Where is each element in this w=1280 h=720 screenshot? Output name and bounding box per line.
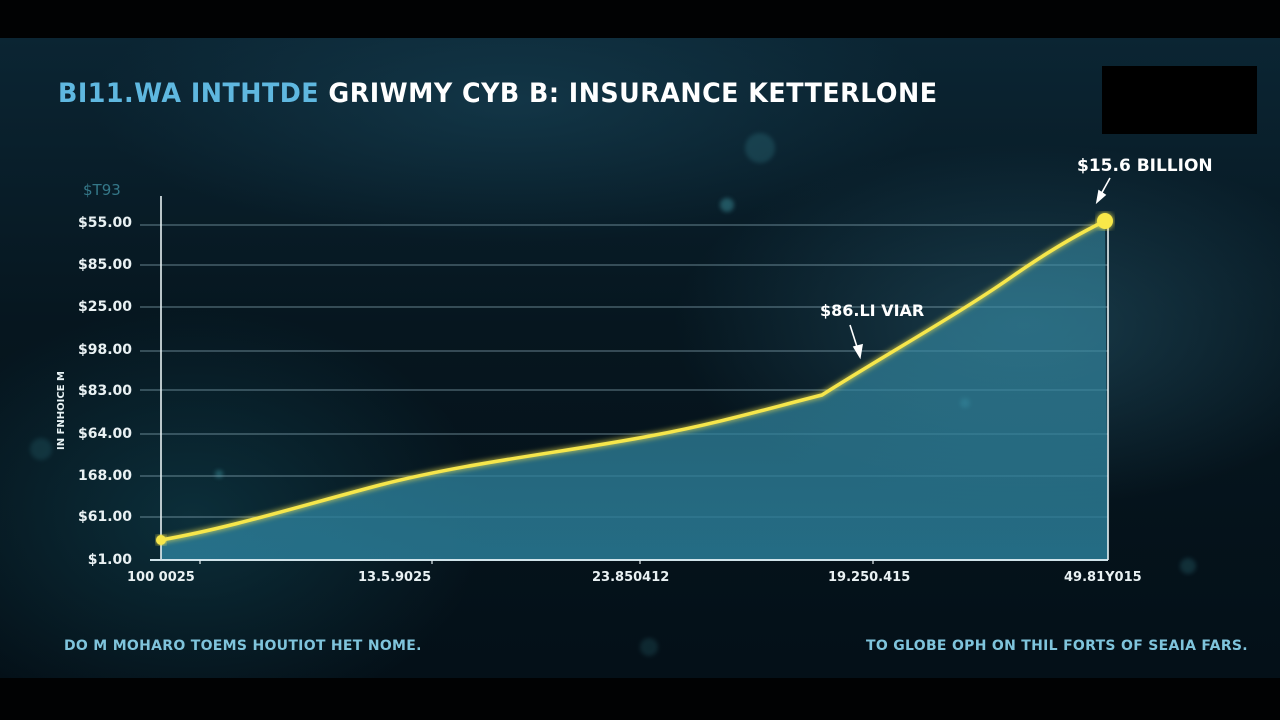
bokeh-particle — [215, 470, 223, 478]
y-tick: $61.00 — [77, 509, 132, 525]
letterbox-bottom — [0, 678, 1280, 720]
y-tick: $64.00 — [77, 426, 132, 442]
area-fill — [161, 221, 1108, 560]
footer-right-caption: TO GLOBE OPH ON THIL FORTS OF SEAIA FARS… — [866, 638, 1248, 654]
y-tick: $85.00 — [77, 257, 132, 273]
chart-title-part1: BI11.WA INTHTDE — [58, 78, 320, 109]
bokeh-particle — [640, 638, 658, 656]
bokeh-particle — [1180, 558, 1196, 574]
y-tick: $1.00 — [87, 552, 132, 568]
x-tick: 100 0025 — [127, 570, 195, 585]
x-tick: 13.5.9025 — [358, 570, 432, 585]
chart-title: BI11.WA INTHTDE GRIWMY CYB B: INSURANCE … — [58, 78, 938, 109]
y-axis-unit-label: $T93 — [83, 181, 121, 199]
chart-title-part2: GRIWMY CYB B: INSURANCE KETTERLONE — [328, 78, 938, 109]
line-chart — [140, 177, 1113, 564]
mid-annotation: $86.LI VIAR — [820, 301, 925, 320]
peak-annotation: $15.6 BILLION — [1077, 156, 1213, 176]
letterbox-top — [0, 0, 1280, 38]
bokeh-particle — [745, 133, 775, 163]
start-point — [156, 535, 166, 545]
x-tick: 49.81Y015 — [1064, 570, 1142, 585]
bokeh-particle — [30, 438, 52, 460]
y-tick: $55.00 — [77, 215, 132, 231]
data-line — [160, 219, 1106, 542]
bokeh-particle — [720, 198, 734, 212]
x-tick: 23.850412 — [592, 570, 670, 585]
chart-stage: BI11.WA INTHTDE GRIWMY CYB B: INSURANCE … — [0, 38, 1280, 678]
y-tick: $83.00 — [77, 383, 132, 399]
y-tick: $98.00 — [77, 342, 132, 358]
x-tick: 19.250.415 — [828, 570, 911, 585]
y-tick: 168.00 — [77, 468, 132, 484]
peak-point — [1097, 213, 1113, 229]
y-tick: $25.00 — [77, 299, 132, 315]
redacted-box — [1102, 66, 1257, 134]
annotation-arrows — [849, 177, 1111, 360]
footer-left-caption: DO M MOHARO TOEMS HOUTIOT HET NOME. — [64, 638, 422, 654]
